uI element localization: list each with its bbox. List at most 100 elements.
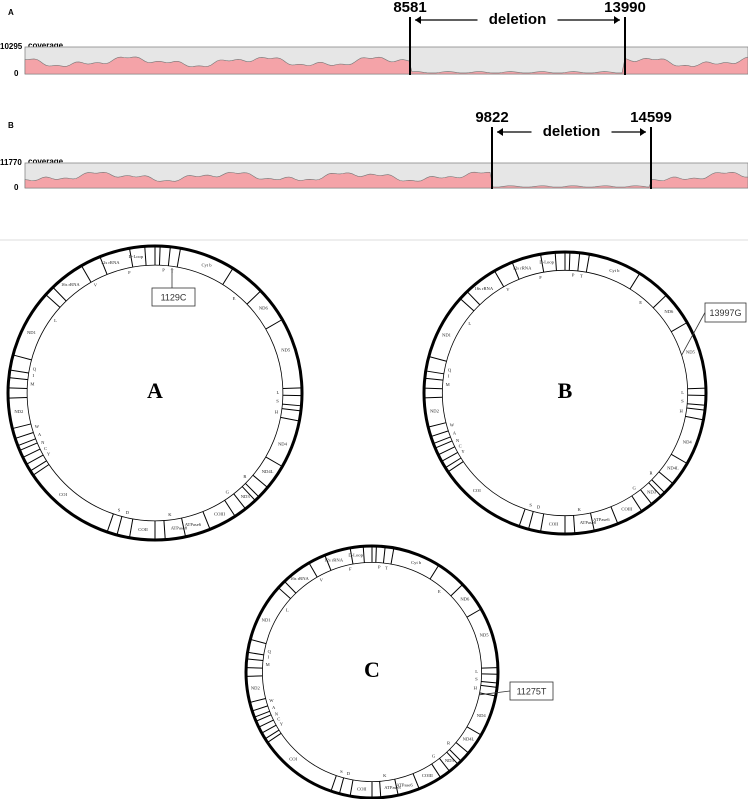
gene-boundary bbox=[266, 457, 283, 467]
gene-boundary bbox=[8, 397, 27, 398]
gene-boundary bbox=[391, 548, 394, 564]
gene-label: ND1 bbox=[262, 617, 272, 622]
gene-label: C bbox=[459, 443, 462, 448]
gene-label: G bbox=[432, 754, 436, 759]
gene-label: ND4L bbox=[463, 737, 475, 742]
gene-boundary bbox=[331, 776, 336, 791]
gene-label: C bbox=[277, 717, 280, 722]
gene-boundary bbox=[482, 668, 498, 669]
gene-label: 12s rRNA bbox=[324, 558, 343, 563]
boundary-label: 13990 bbox=[604, 0, 646, 16]
gene-label: COI bbox=[473, 488, 481, 493]
gene-boundary bbox=[555, 252, 556, 270]
gene-label: R bbox=[650, 470, 654, 475]
gene-boundary bbox=[685, 416, 703, 419]
gene-boundary bbox=[687, 408, 705, 410]
gene-label: L bbox=[276, 390, 279, 395]
gene-boundary bbox=[259, 720, 274, 727]
gene-label: C bbox=[44, 446, 47, 451]
gene-label: M bbox=[446, 382, 450, 387]
gene-boundary bbox=[380, 781, 381, 797]
gene-label: ND6 bbox=[259, 305, 269, 310]
gene-boundary bbox=[278, 588, 290, 599]
gene-label: Cyt b bbox=[609, 268, 620, 273]
gene-label: N bbox=[41, 440, 45, 445]
gene-label: 16s rRNA bbox=[61, 282, 80, 287]
gene-label: ND3 bbox=[241, 494, 251, 499]
variant-label: 13997G bbox=[709, 308, 741, 318]
gene-boundary bbox=[12, 424, 31, 429]
gene-boundary bbox=[283, 388, 302, 389]
gene-label: ND5 bbox=[480, 633, 490, 638]
axis-min: 0 bbox=[14, 69, 19, 78]
gene-boundary bbox=[586, 254, 589, 272]
gene-label: E bbox=[438, 589, 441, 594]
gene-label: ND2 bbox=[430, 408, 440, 413]
gene-label: ND1 bbox=[442, 332, 452, 337]
gene-boundary bbox=[445, 458, 461, 468]
gene-boundary bbox=[541, 514, 544, 532]
gene-label: ND1 bbox=[27, 330, 37, 335]
gene-label: Y bbox=[280, 721, 284, 726]
gene-boundary bbox=[481, 682, 497, 683]
gene-boundary bbox=[350, 780, 353, 796]
gene-label: ND6 bbox=[664, 309, 674, 314]
axis-min: 0 bbox=[14, 183, 19, 192]
gene-boundary bbox=[246, 676, 262, 677]
gene-label: ND4L bbox=[667, 466, 679, 471]
gene-boundary bbox=[250, 699, 266, 703]
gene-label: ND4 bbox=[278, 442, 288, 447]
gene-boundary bbox=[448, 462, 463, 472]
gene-boundary bbox=[451, 584, 463, 595]
gene-label: D bbox=[537, 505, 541, 510]
gene-boundary bbox=[223, 268, 233, 284]
gene-label: Q bbox=[33, 367, 37, 372]
variant-label: 1129C bbox=[161, 292, 187, 302]
gene-label: E bbox=[639, 300, 642, 305]
gene-label: ND2 bbox=[14, 409, 24, 414]
gene-label: COI bbox=[59, 492, 67, 497]
gene-label: L bbox=[681, 390, 684, 395]
gene-label: COIII bbox=[621, 506, 632, 511]
gene-label: A bbox=[272, 705, 276, 710]
panel-label: B bbox=[8, 121, 14, 130]
variant-label: 11275T bbox=[517, 686, 547, 696]
gene-boundary bbox=[632, 496, 642, 511]
arrow-head bbox=[614, 16, 620, 24]
arrow-head bbox=[415, 16, 421, 24]
gene-label: D bbox=[126, 510, 130, 515]
gene-label: ATPase8 bbox=[384, 785, 401, 790]
gene-boundary bbox=[225, 500, 235, 516]
boundary-label: 9822 bbox=[475, 109, 508, 126]
gene-label: R bbox=[243, 474, 247, 479]
gene-label: ND2 bbox=[251, 685, 261, 690]
arrow-head bbox=[640, 128, 646, 136]
gene-label: E bbox=[233, 296, 236, 301]
gene-boundary bbox=[30, 461, 46, 471]
gene-label: R bbox=[447, 740, 451, 745]
gene-boundary bbox=[653, 295, 666, 308]
gene-boundary bbox=[53, 287, 66, 301]
gene-boundary bbox=[529, 511, 534, 529]
gene-boundary bbox=[578, 253, 580, 271]
gene-label: S bbox=[276, 399, 279, 404]
gene-label: L bbox=[475, 669, 478, 674]
gene-label: ND5 bbox=[281, 348, 291, 353]
gene-boundary bbox=[383, 547, 385, 563]
gene-label: Cyt b bbox=[411, 560, 422, 565]
gene-boundary bbox=[262, 725, 276, 733]
gene-boundary bbox=[252, 706, 268, 711]
gene-boundary bbox=[413, 774, 419, 789]
map-label: B bbox=[558, 378, 573, 403]
gene-boundary bbox=[431, 431, 448, 437]
boundary-label: 8581 bbox=[393, 0, 426, 16]
gene-label: D-Loop bbox=[348, 552, 363, 557]
gene-label: COIII bbox=[214, 511, 225, 516]
gene-label: S bbox=[681, 398, 684, 403]
map-label: A bbox=[147, 378, 163, 403]
gene-label: K bbox=[168, 512, 172, 517]
gene-label: S bbox=[118, 508, 121, 513]
